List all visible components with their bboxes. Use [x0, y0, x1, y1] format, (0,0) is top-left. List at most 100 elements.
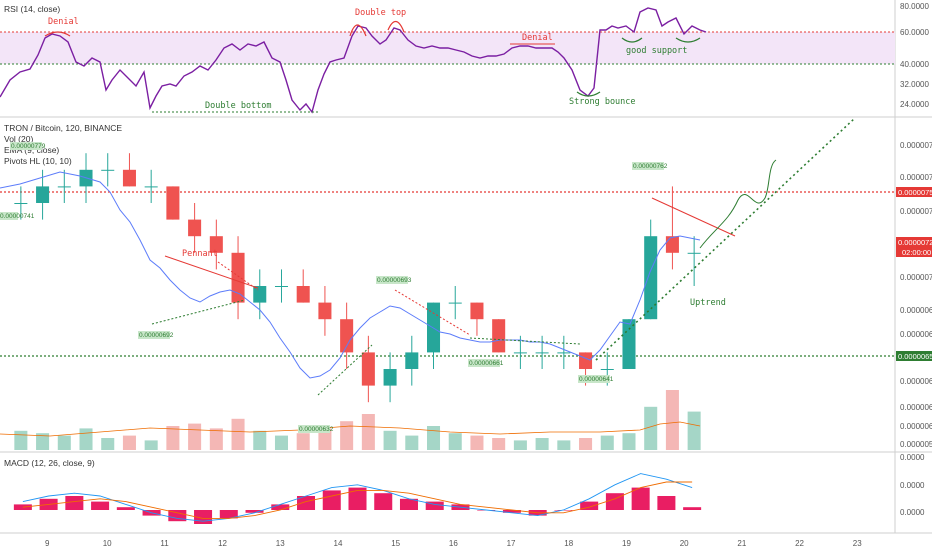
macd-hist-bar	[116, 507, 135, 510]
volume-bar	[427, 426, 441, 450]
x-tick-label: 15	[391, 539, 400, 548]
uptrend-line	[595, 117, 856, 361]
volume-bar	[687, 411, 701, 450]
macd-hist-bar	[399, 498, 418, 510]
price-tick: 0.00000665	[900, 330, 932, 339]
pattern-drawings: Pennant Uptrend	[151, 117, 856, 396]
macd-histogram	[13, 487, 702, 524]
triangle-upper	[651, 197, 736, 237]
candle-body	[209, 236, 223, 253]
candle-body	[557, 352, 571, 354]
macd-hist-bar	[65, 496, 84, 510]
macd-hist-bar	[219, 510, 238, 519]
resistance-badge	[896, 187, 932, 197]
projection-path	[699, 159, 777, 249]
volume-bar	[383, 430, 397, 450]
macd-hist-bar	[580, 501, 599, 510]
rsi-axis: 80.0000 60.0000 40.0000 32.0000 24.0000	[900, 2, 929, 109]
volume-bar	[296, 433, 310, 450]
volume-bar	[492, 438, 506, 450]
macd-tick: 0.0000	[900, 481, 925, 490]
anno-uptrend: Uptrend	[690, 298, 726, 308]
volume-bar	[274, 435, 288, 450]
candle-body	[36, 186, 50, 203]
macd-hist-bar	[657, 496, 676, 510]
rebound-trendline	[317, 344, 373, 396]
price-tick: 0.00000635	[900, 377, 932, 386]
pivot-label: 0.00000661	[469, 360, 504, 367]
volume-bar	[166, 426, 180, 450]
x-tick-label: 23	[853, 539, 862, 548]
volume-bar	[188, 423, 202, 450]
volume-bar	[644, 406, 658, 450]
candle-body	[383, 369, 397, 386]
candle-body	[470, 302, 484, 320]
pane-borders	[0, 0, 932, 534]
price-tick: 0.00000760	[900, 173, 932, 182]
candles	[14, 153, 701, 403]
volume-bar	[144, 440, 158, 450]
candle-body	[166, 186, 180, 220]
volume-bar	[665, 390, 679, 450]
x-tick-label: 13	[276, 539, 285, 548]
volume-bar	[535, 438, 549, 450]
rsi-title: RSI (14, close)	[4, 4, 60, 14]
volume-bar	[36, 433, 50, 450]
anno-pennant: Pennant	[182, 249, 218, 259]
volume-bar	[600, 435, 614, 450]
rsi-tick: 24.0000	[900, 100, 929, 109]
candle-body	[622, 319, 636, 369]
macd-hist-bar	[91, 501, 110, 510]
macd-line	[22, 473, 693, 522]
x-tick-label: 20	[680, 539, 689, 548]
price-axis: 0.00000780 0.00000760 0.00000740 0.00000…	[896, 141, 932, 449]
volume-bar	[513, 440, 527, 450]
countdown: 02:00:00	[902, 248, 931, 257]
macd-hist-bar	[168, 510, 187, 522]
x-tick-label: 18	[564, 539, 573, 548]
volume-bar	[405, 435, 419, 450]
candle-body	[57, 186, 71, 188]
rsi-tick: 40.0000	[900, 60, 929, 69]
x-tick-label: 17	[507, 539, 516, 548]
candle-body	[340, 319, 354, 353]
volume-bar	[579, 438, 593, 450]
x-tick-label: 14	[334, 539, 343, 548]
pennant-upper	[164, 255, 259, 289]
rsi-tick: 60.0000	[900, 28, 929, 37]
pivot-label: 0.00000741	[0, 213, 35, 220]
candle-body	[101, 169, 115, 171]
macd-hist-bar	[245, 510, 264, 513]
pivot-labels: 0.00000779 0.00000741 0.00000692 0.00000…	[0, 142, 668, 433]
rsi-line	[0, 7, 707, 114]
macd-hist-bar	[271, 504, 290, 510]
candle-body	[513, 352, 527, 354]
legend-pivots: Pivots HL (10, 10)	[4, 156, 72, 166]
macd-hist-bar	[374, 493, 393, 510]
macd-hist-bar	[425, 501, 444, 510]
volume-bar	[361, 414, 375, 450]
volume-bar	[318, 428, 332, 450]
rsi-anno-good-support: good support	[626, 46, 687, 56]
candle-body	[665, 236, 679, 253]
rsi-tick: 80.0000	[900, 2, 929, 11]
pivot-label: 0.00000632	[299, 426, 334, 433]
candle-body	[296, 286, 310, 303]
pivot-label: 0.00000762	[633, 163, 668, 170]
pivot-label: 0.00000779	[11, 143, 46, 150]
macd-title: MACD (12, 26, close, 9)	[4, 458, 95, 468]
macd-pane: MACD (12, 26, close, 9) 0.0000 0.0000 0.…	[4, 453, 925, 524]
candle-body	[492, 319, 506, 353]
x-tick-label: 12	[218, 539, 227, 548]
macd-signal-line	[22, 481, 693, 519]
candle-body	[274, 286, 288, 287]
symbol-title: TRON / Bitcoin, 120, BINANCE	[4, 123, 122, 133]
candle-body	[231, 252, 245, 303]
candle-body	[253, 286, 267, 303]
volume-bar	[57, 435, 71, 450]
candle-body	[318, 302, 332, 320]
volume-bars	[14, 390, 701, 450]
